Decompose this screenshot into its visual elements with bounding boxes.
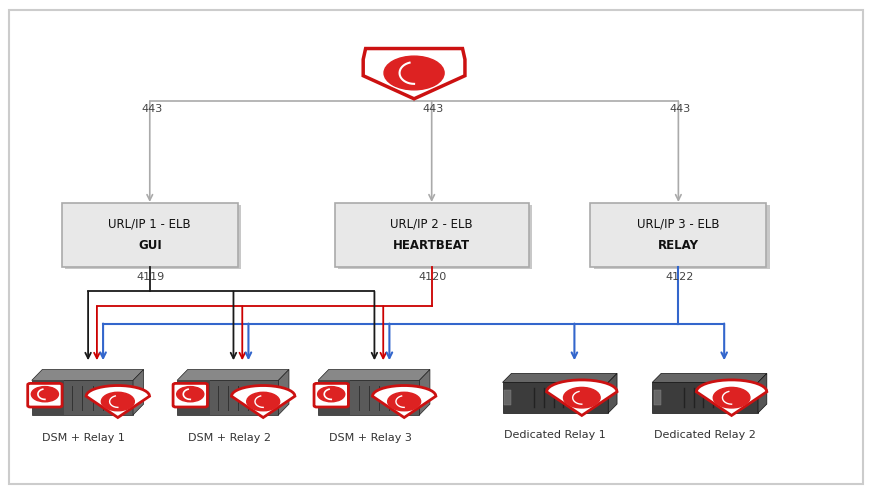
- Circle shape: [247, 392, 279, 411]
- Polygon shape: [652, 373, 766, 382]
- FancyBboxPatch shape: [177, 380, 278, 415]
- FancyBboxPatch shape: [62, 203, 238, 267]
- FancyBboxPatch shape: [32, 380, 64, 415]
- Circle shape: [101, 392, 134, 411]
- Polygon shape: [363, 48, 465, 99]
- Polygon shape: [758, 373, 766, 413]
- Polygon shape: [419, 370, 430, 415]
- Circle shape: [564, 387, 600, 408]
- FancyBboxPatch shape: [502, 382, 608, 413]
- FancyBboxPatch shape: [9, 10, 863, 484]
- FancyBboxPatch shape: [594, 205, 770, 269]
- Text: DSM + Relay 2: DSM + Relay 2: [188, 433, 270, 443]
- Circle shape: [714, 387, 750, 408]
- Polygon shape: [86, 385, 150, 417]
- FancyBboxPatch shape: [338, 205, 532, 269]
- FancyBboxPatch shape: [314, 383, 348, 407]
- Polygon shape: [278, 370, 289, 415]
- Polygon shape: [318, 370, 430, 380]
- Polygon shape: [608, 373, 617, 413]
- Text: 4119: 4119: [137, 272, 165, 282]
- FancyBboxPatch shape: [652, 382, 758, 413]
- Text: 443: 443: [141, 104, 162, 114]
- FancyBboxPatch shape: [32, 380, 133, 415]
- Text: Dedicated Relay 1: Dedicated Relay 1: [504, 430, 606, 440]
- Text: 4122: 4122: [665, 272, 693, 282]
- Circle shape: [384, 56, 444, 90]
- Text: DSM + Relay 3: DSM + Relay 3: [329, 433, 411, 443]
- Circle shape: [388, 392, 420, 411]
- Polygon shape: [177, 370, 289, 380]
- Text: DSM + Relay 1: DSM + Relay 1: [42, 433, 125, 443]
- Text: GUI: GUI: [138, 239, 161, 252]
- FancyBboxPatch shape: [318, 380, 419, 415]
- FancyBboxPatch shape: [504, 390, 511, 405]
- Polygon shape: [232, 385, 295, 417]
- FancyBboxPatch shape: [654, 390, 661, 405]
- Circle shape: [177, 387, 204, 402]
- Text: RELAY: RELAY: [658, 239, 699, 252]
- Polygon shape: [373, 385, 436, 417]
- Text: 443: 443: [423, 104, 444, 114]
- FancyBboxPatch shape: [27, 383, 62, 407]
- Text: 443: 443: [670, 104, 691, 114]
- Text: URL/IP 2 - ELB: URL/IP 2 - ELB: [390, 217, 473, 230]
- FancyBboxPatch shape: [173, 383, 207, 407]
- FancyBboxPatch shape: [177, 380, 210, 415]
- Polygon shape: [502, 373, 617, 382]
- Polygon shape: [696, 380, 766, 415]
- Polygon shape: [32, 370, 144, 380]
- FancyBboxPatch shape: [335, 203, 529, 267]
- Text: URL/IP 3 - ELB: URL/IP 3 - ELB: [637, 217, 720, 230]
- Polygon shape: [133, 370, 144, 415]
- Text: HEARTBEAT: HEARTBEAT: [393, 239, 470, 252]
- Text: 4120: 4120: [418, 272, 447, 282]
- Text: URL/IP 1 - ELB: URL/IP 1 - ELB: [108, 217, 191, 230]
- Polygon shape: [546, 380, 617, 415]
- Text: Dedicated Relay 2: Dedicated Relay 2: [654, 430, 756, 440]
- Circle shape: [32, 387, 58, 402]
- FancyBboxPatch shape: [318, 380, 351, 415]
- Circle shape: [318, 387, 344, 402]
- FancyBboxPatch shape: [590, 203, 766, 267]
- FancyBboxPatch shape: [65, 205, 241, 269]
